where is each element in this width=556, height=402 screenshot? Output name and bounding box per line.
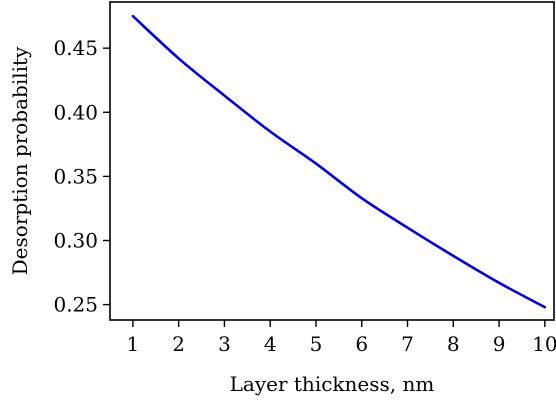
x-tick-label: 10 bbox=[532, 332, 556, 356]
y-tick-label: 0.45 bbox=[53, 36, 98, 60]
x-tick-label: 7 bbox=[401, 332, 414, 356]
x-tick-label: 3 bbox=[218, 332, 231, 356]
desorption-probability-line bbox=[131, 14, 547, 309]
y-axis-ticks: 0.25 0.30 0.35 0.40 0.45 bbox=[53, 36, 110, 317]
x-tick-label: 9 bbox=[493, 332, 506, 356]
x-tick-label: 2 bbox=[172, 332, 185, 356]
x-tick-label: 5 bbox=[310, 332, 323, 356]
x-axis-label: Layer thickness, nm bbox=[230, 372, 435, 396]
y-tick-label: 0.40 bbox=[53, 100, 98, 124]
y-tick-label: 0.25 bbox=[53, 293, 98, 317]
y-axis-label: Desorption probability bbox=[8, 46, 32, 275]
x-tick-label: 1 bbox=[127, 332, 140, 356]
x-axis-ticks: 1 2 3 4 5 6 7 8 9 10 bbox=[127, 320, 556, 356]
y-tick-label: 0.35 bbox=[53, 164, 98, 188]
x-tick-label: 4 bbox=[264, 332, 277, 356]
y-tick-label: 0.30 bbox=[53, 229, 98, 253]
x-tick-label: 6 bbox=[355, 332, 368, 356]
plot-frame bbox=[109, 1, 555, 321]
x-tick-label: 8 bbox=[447, 332, 460, 356]
